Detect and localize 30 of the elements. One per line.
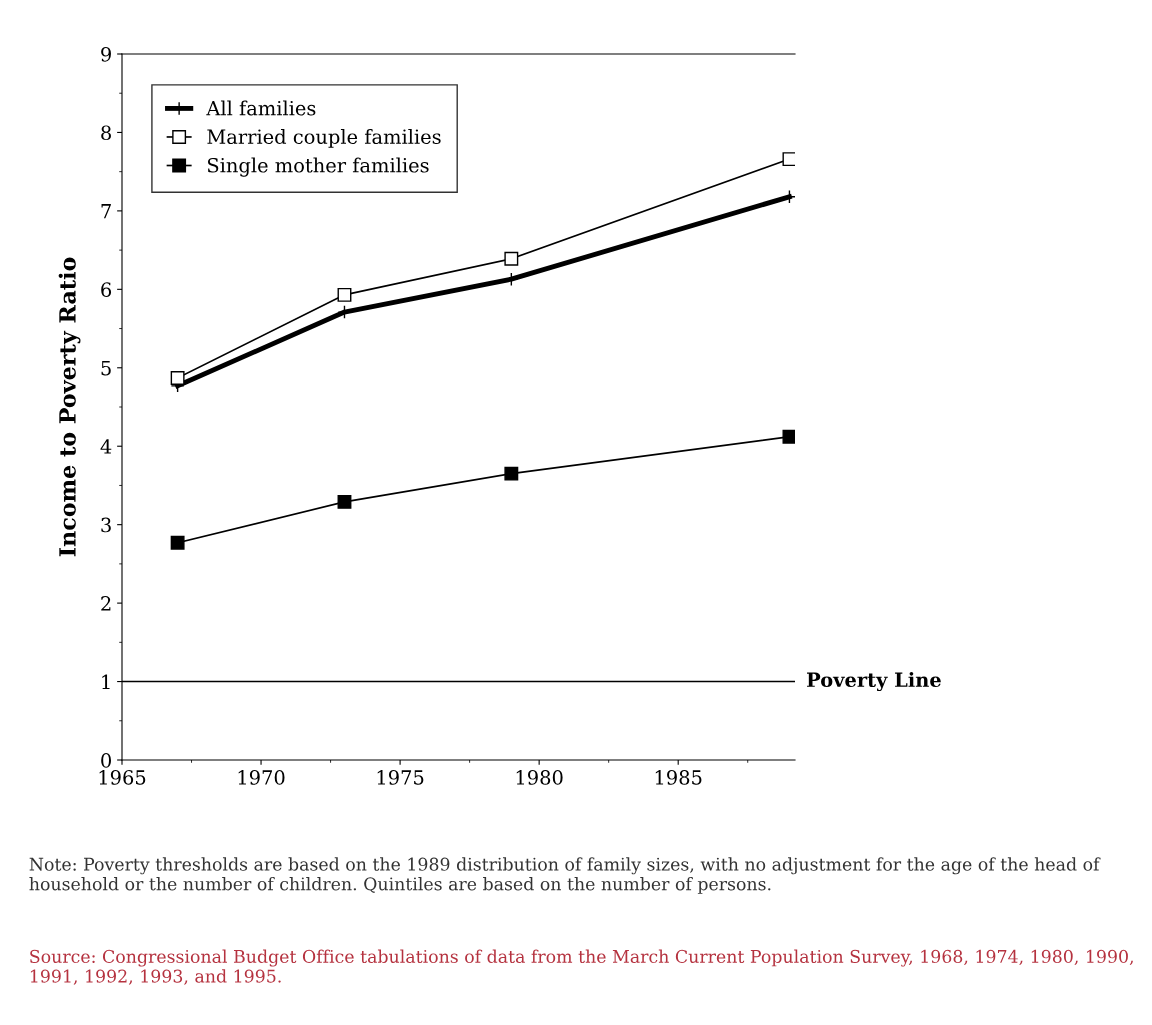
- y-tick-label: 6: [101, 282, 112, 297]
- source-note: Source: Congressional Budget Office tabulations of data from the March Current Population Survey, 1968, 1974, 1980, 1990, 1991, 1992, 1993, and 1995.: [30, 949, 1133, 985]
- point: [504, 251, 519, 266]
- x-tick-label: 1965: [99, 770, 146, 785]
- y-tick-label: 2: [101, 596, 111, 611]
- x-tick-label: 1980: [516, 770, 563, 785]
- point: [782, 152, 795, 167]
- point: [337, 494, 352, 509]
- legend-label: All families: [206, 100, 316, 116]
- point: [337, 287, 352, 302]
- text: Note: Poverty thresholds are based on the 1989 distribution of family sizes, with no adjustment for the age of the head of household or the number of children. Quintiles are based on the number of persons.: [29, 857, 1101, 894]
- x-tick-label: 1985: [655, 770, 702, 785]
- y-tick-label: 4: [100, 439, 112, 454]
- point: [504, 466, 519, 481]
- y-tick-label: 0: [101, 752, 111, 768]
- x-tick-label: 1975: [377, 770, 424, 785]
- y-tick-label: 3: [101, 517, 111, 533]
- y-tick-label: 7: [101, 204, 111, 219]
- y-tick-label: 1: [102, 674, 110, 689]
- y-tick-label: 9: [101, 46, 111, 62]
- y-axis-title: Income to Poverty Ratio: [58, 257, 81, 557]
- ref-line-label: Poverty Line: [807, 672, 941, 692]
- x-tick-label: 1970: [238, 770, 285, 785]
- point: [170, 371, 185, 385]
- legend-label: Single mother families: [207, 157, 429, 177]
- y-tick-label: 5: [101, 360, 111, 376]
- legend-label: Married couple families: [207, 129, 441, 148]
- point: [782, 429, 795, 444]
- point: [170, 535, 185, 550]
- y-tick-label: 8: [101, 125, 111, 141]
